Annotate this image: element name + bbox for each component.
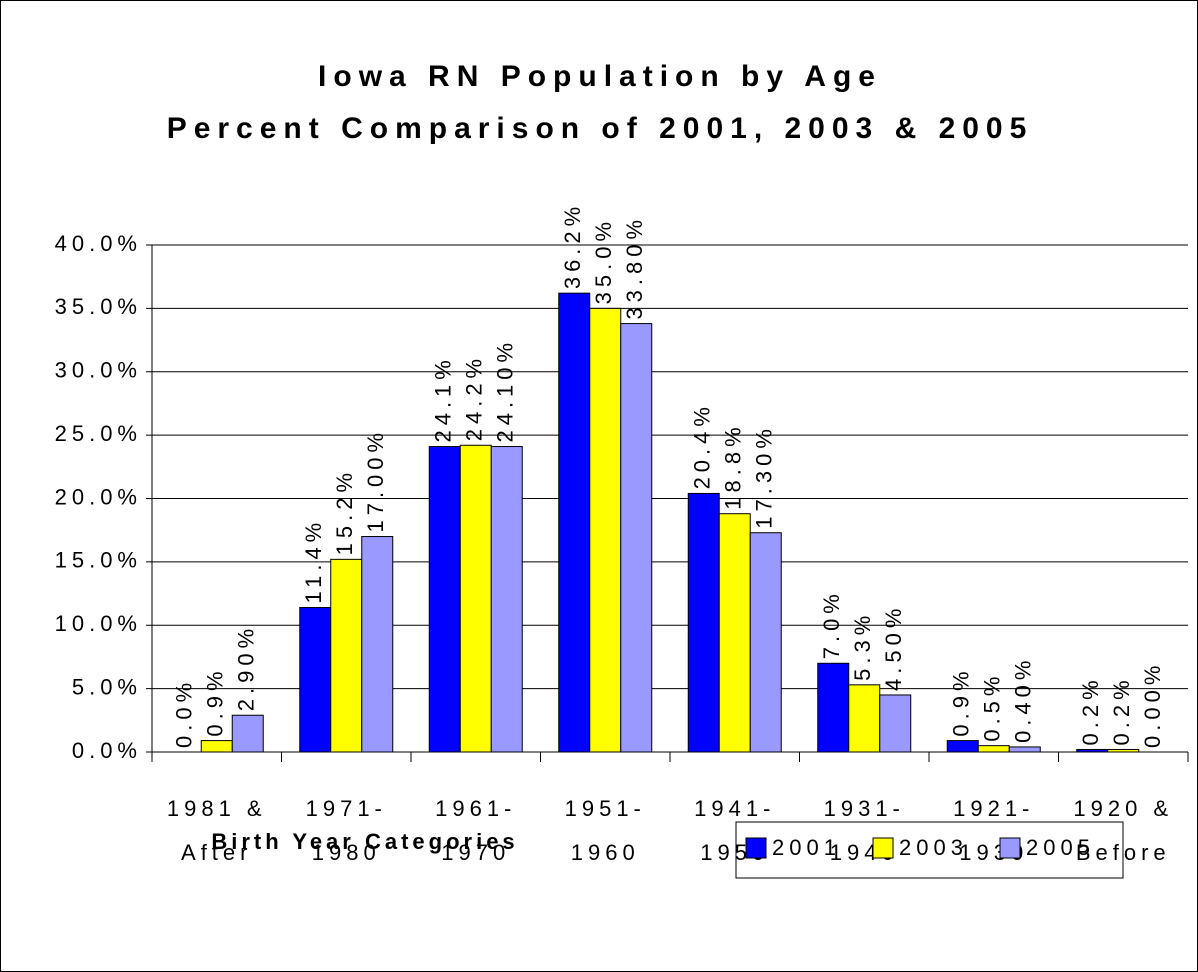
value-label: 2.90% — [234, 624, 259, 711]
legend-swatch — [872, 837, 894, 859]
legend-box — [735, 821, 1124, 879]
value-label: 24.10% — [493, 338, 518, 443]
value-label: 0.00% — [1140, 661, 1165, 748]
bar — [946, 740, 979, 753]
x-tick-label: Before — [1076, 840, 1171, 865]
x-tick-label: 1920 & — [1073, 796, 1173, 821]
y-tick-label: 10.0% — [55, 611, 142, 636]
value-label: 20.4% — [690, 402, 715, 489]
bar — [558, 292, 591, 753]
bar — [490, 446, 523, 753]
bar — [589, 307, 622, 753]
bar — [459, 444, 492, 753]
value-label: 0.40% — [1011, 656, 1036, 743]
bar — [1008, 746, 1041, 753]
value-label: 36.2% — [560, 202, 585, 289]
x-tick-label: 1971- — [306, 796, 387, 821]
y-tick-label: 35.0% — [55, 294, 142, 319]
legend-swatch — [745, 837, 767, 859]
value-label: 0.5% — [980, 672, 1005, 742]
bar — [687, 492, 720, 753]
x-tick-label: After — [181, 840, 252, 865]
value-label: 0.0% — [172, 678, 197, 748]
x-tick-label: 1960 — [571, 840, 640, 865]
x-tick-label: 1981 & — [167, 796, 267, 821]
legend-label: 2001 — [772, 835, 841, 860]
y-tick-label: 30.0% — [55, 358, 142, 383]
value-label: 5.3% — [850, 611, 875, 681]
chart-subtitle: Percent Comparison of 2001, 2003 & 2005 — [167, 112, 1034, 145]
chart-title: Iowa RN Population by Age — [318, 60, 882, 93]
value-label: 17.30% — [752, 424, 777, 529]
legend-label: 2005 — [1026, 835, 1095, 860]
bar — [620, 323, 653, 753]
bar — [200, 740, 233, 753]
x-tick-label: 1970 — [441, 840, 510, 865]
value-label: 33.80% — [622, 215, 647, 320]
legend-swatch — [999, 837, 1021, 859]
value-label: 0.9% — [949, 666, 974, 736]
bar — [231, 714, 264, 753]
value-label: 0.9% — [203, 666, 228, 736]
bar — [299, 607, 332, 753]
y-tick-label: 20.0% — [55, 484, 142, 509]
bar — [977, 745, 1010, 753]
x-axis-label: Birth Year Categories — [211, 829, 518, 854]
y-tick-label: 15.0% — [55, 548, 142, 573]
value-label: 0.2% — [1109, 675, 1134, 745]
value-label: 11.4% — [301, 518, 326, 604]
x-tick-label: 1951- — [565, 796, 646, 821]
y-tick-label: 5.0% — [72, 674, 142, 699]
value-label: 35.0% — [591, 217, 616, 304]
bar — [879, 694, 912, 753]
x-tick-label: 1980 — [312, 840, 381, 865]
value-label: 15.2% — [332, 468, 357, 555]
bar — [848, 684, 881, 753]
value-label: 17.00% — [363, 428, 388, 533]
x-tick-label: 1921- — [953, 796, 1034, 821]
y-tick-label: 25.0% — [55, 421, 142, 446]
value-label: 4.50% — [881, 604, 906, 691]
y-tick-label: 0.0% — [72, 738, 142, 763]
bar — [1107, 748, 1140, 753]
value-label: 0.2% — [1078, 675, 1103, 745]
bar — [1076, 748, 1109, 753]
bar — [749, 532, 782, 753]
x-tick-label: 1931- — [824, 796, 905, 821]
bar — [330, 558, 363, 753]
value-label: 7.0% — [819, 589, 844, 659]
bar — [361, 536, 394, 753]
value-label: 24.2% — [462, 354, 487, 441]
x-tick-label: 1961- — [435, 796, 516, 821]
value-label: 24.1% — [431, 355, 456, 442]
x-tick-label: 1941- — [694, 796, 775, 821]
bar — [718, 513, 751, 753]
bar — [428, 446, 461, 753]
bar — [817, 662, 850, 753]
value-label: 18.8% — [721, 422, 746, 509]
legend-label: 2003 — [899, 835, 968, 860]
y-tick-label: 40.0% — [55, 231, 142, 256]
